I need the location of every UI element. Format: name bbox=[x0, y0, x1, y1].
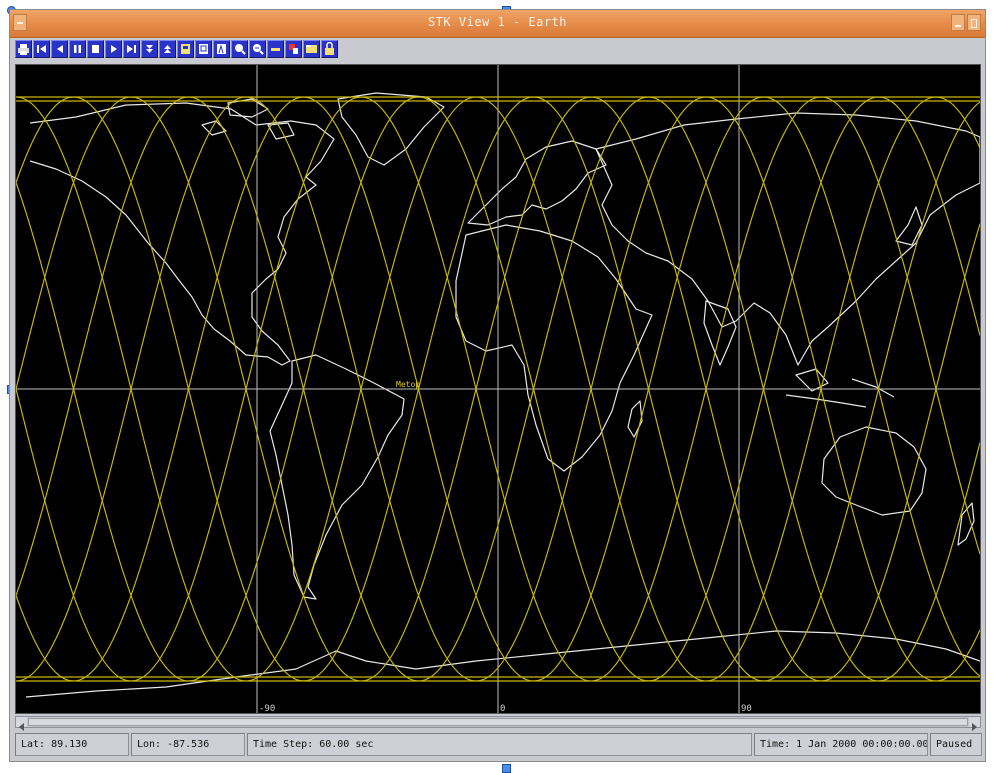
map-properties-button[interactable] bbox=[267, 40, 284, 58]
time-step-readout: Time Step: 60.00 sec bbox=[247, 733, 752, 756]
zoom-box-icon bbox=[199, 44, 208, 54]
object-icon bbox=[289, 44, 298, 54]
maximize-icon bbox=[971, 19, 977, 28]
ground-track-pass bbox=[16, 96, 980, 682]
scroll-thumb[interactable] bbox=[28, 718, 968, 726]
stop-icon bbox=[92, 45, 99, 53]
ground-track-pass bbox=[16, 96, 980, 682]
play-button[interactable] bbox=[105, 40, 122, 58]
increase-timestep-icon bbox=[164, 45, 171, 53]
print-button[interactable] bbox=[15, 40, 32, 58]
satellite-label-metop[interactable]: Metop bbox=[396, 380, 420, 389]
arrow-left-icon bbox=[19, 723, 24, 731]
window-menu-icon bbox=[17, 22, 23, 24]
folder-icon bbox=[306, 45, 317, 53]
step-forward-icon bbox=[127, 45, 136, 53]
minimize-icon bbox=[955, 25, 961, 27]
horizontal-scrollbar[interactable] bbox=[15, 716, 981, 731]
grid-label-0: 0 bbox=[500, 704, 505, 713]
zoom-in-button[interactable] bbox=[231, 40, 248, 58]
pause-icon bbox=[74, 45, 81, 53]
home-view-button[interactable] bbox=[177, 40, 194, 58]
window-title: STK View 1 - Earth bbox=[427, 15, 568, 29]
india-outline bbox=[703, 300, 737, 366]
south-america-outline bbox=[269, 354, 405, 600]
increase-timestep-button[interactable] bbox=[159, 40, 176, 58]
grid-label-90: 90 bbox=[741, 704, 752, 713]
greenland-outline bbox=[337, 92, 445, 166]
australia-outline bbox=[821, 426, 927, 516]
europe-outline bbox=[467, 140, 607, 226]
map-properties-icon bbox=[271, 48, 280, 51]
window-menu-button[interactable] bbox=[13, 14, 27, 31]
pan-button[interactable] bbox=[213, 40, 230, 58]
indonesia-outline bbox=[785, 368, 895, 408]
step-back-icon bbox=[37, 45, 46, 53]
play-icon bbox=[111, 45, 117, 53]
zoom-out-button[interactable] bbox=[249, 40, 266, 58]
coastlines bbox=[25, 92, 980, 698]
stk-map-window: STK View 1 - Earth bbox=[9, 9, 986, 762]
pan-icon bbox=[217, 44, 226, 54]
ground-track-pass bbox=[16, 96, 980, 682]
animation-state: Paused bbox=[930, 733, 982, 756]
ground-track-pass bbox=[16, 96, 980, 682]
animation-toolbar bbox=[13, 39, 982, 61]
reverse-icon bbox=[57, 45, 63, 53]
lock-button[interactable] bbox=[321, 40, 338, 58]
maximize-button[interactable] bbox=[967, 14, 981, 31]
arrow-right-icon bbox=[972, 723, 977, 731]
scroll-right-arrow[interactable] bbox=[969, 717, 980, 731]
antarctica-outline bbox=[25, 630, 980, 698]
pause-button[interactable] bbox=[69, 40, 86, 58]
ground-track-pass bbox=[16, 96, 980, 682]
title-bar[interactable]: STK View 1 - Earth bbox=[10, 10, 985, 38]
lock-icon bbox=[325, 42, 334, 55]
lat-lon-grid bbox=[16, 65, 980, 713]
resize-handle-bottom[interactable] bbox=[502, 764, 511, 773]
grid-label-minus-90: -90 bbox=[259, 704, 275, 713]
japan-outline bbox=[895, 206, 923, 246]
new-zealand-outline bbox=[957, 502, 975, 546]
zoom-out-icon bbox=[253, 44, 264, 55]
time-readout: Time: 1 Jan 2000 00:00:00.00 bbox=[754, 733, 928, 756]
africa-outline bbox=[455, 224, 653, 472]
object-button[interactable] bbox=[285, 40, 302, 58]
zoom-in-icon bbox=[235, 44, 246, 55]
home-view-icon bbox=[181, 44, 190, 54]
world-map[interactable]: -90 0 90 Metop bbox=[16, 65, 980, 713]
ground-track-pass bbox=[16, 96, 980, 682]
step-back-button[interactable] bbox=[33, 40, 50, 58]
decrease-timestep-icon bbox=[146, 45, 153, 53]
map-view[interactable]: -90 0 90 Metop bbox=[15, 64, 981, 714]
madagascar-outline bbox=[627, 400, 643, 438]
ground-tracks bbox=[16, 96, 980, 682]
status-bar: Lat: 89.130 Lon: -87.536 Time Step: 60.0… bbox=[13, 732, 982, 758]
latitude-readout: Lat: 89.130 bbox=[15, 733, 129, 756]
zoom-box-button[interactable] bbox=[195, 40, 212, 58]
asia-outline bbox=[595, 112, 980, 366]
print-icon bbox=[18, 44, 29, 55]
stop-button[interactable] bbox=[87, 40, 104, 58]
north-america-outline bbox=[29, 102, 335, 366]
folder-button[interactable] bbox=[303, 40, 320, 58]
minimize-button[interactable] bbox=[951, 14, 965, 31]
canada-islands-outline bbox=[201, 98, 295, 140]
scroll-left-arrow[interactable] bbox=[16, 717, 27, 731]
step-forward-button[interactable] bbox=[123, 40, 140, 58]
longitude-readout: Lon: -87.536 bbox=[131, 733, 245, 756]
decrease-timestep-button[interactable] bbox=[141, 40, 158, 58]
reverse-button[interactable] bbox=[51, 40, 68, 58]
